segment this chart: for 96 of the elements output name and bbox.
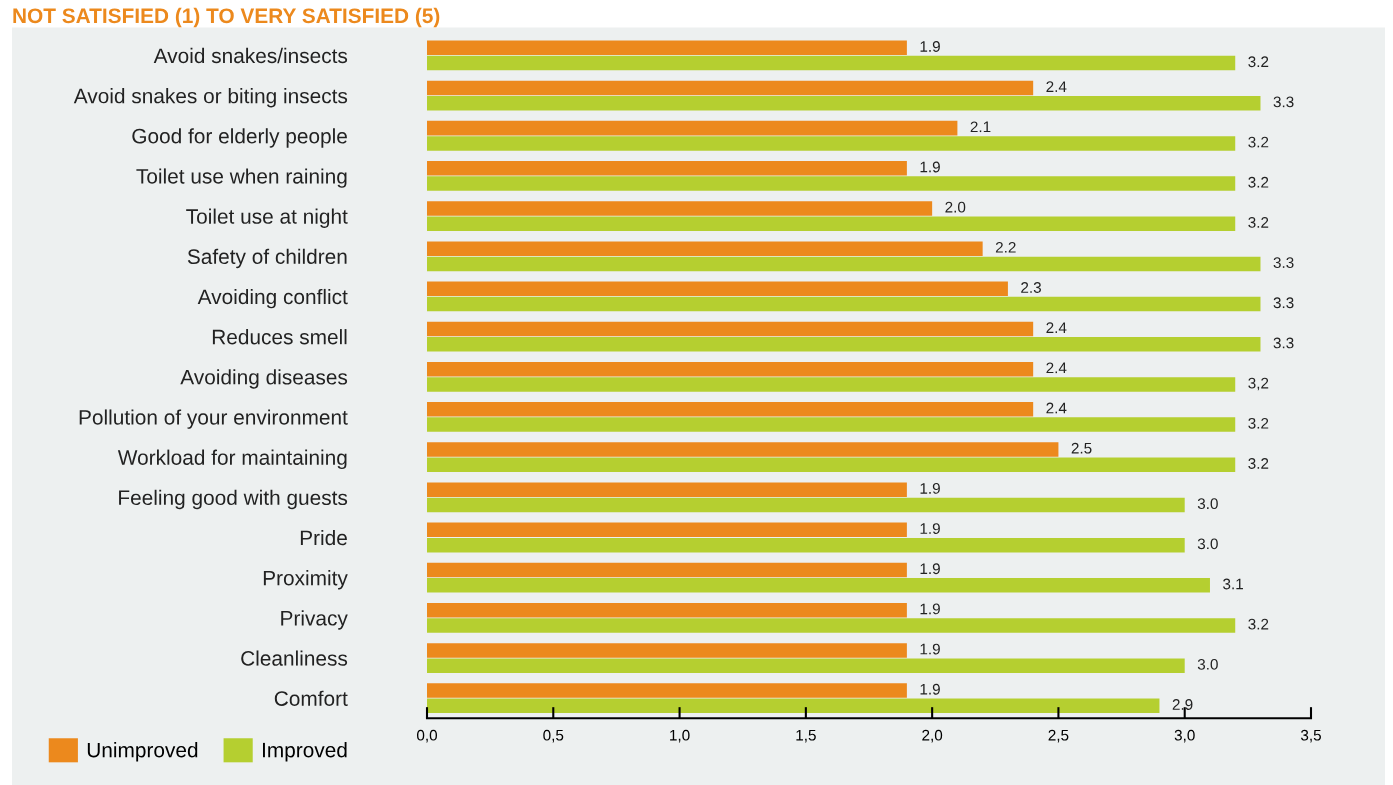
y-tick-label: Good for elderly people (132, 128, 347, 148)
bar (427, 683, 907, 698)
bar (427, 216, 1236, 231)
bar (427, 256, 1261, 272)
data-label: 3.2 (1248, 176, 1269, 188)
y-tick-label: Reduces smell (212, 329, 347, 345)
bar (427, 377, 1236, 392)
data-label: 1.9 (920, 683, 940, 695)
y-tick-label: Pride (300, 529, 347, 546)
data-label: 1.9 (920, 161, 940, 173)
data-label: 2.9 (1172, 699, 1193, 710)
bar (427, 537, 1185, 553)
bar (427, 482, 907, 497)
legend-label: Unimproved (87, 742, 198, 762)
bar (427, 402, 1034, 417)
data-label: 1.9 (920, 523, 940, 534)
bar (427, 578, 1210, 593)
data-label: 3.2 (1248, 217, 1269, 228)
legend-label: Improved (262, 742, 347, 762)
data-label: 3.2 (1248, 56, 1269, 68)
data-label: 3,2 (1248, 377, 1269, 391)
data-label: 2.4 (1046, 322, 1067, 333)
bar (427, 321, 1034, 337)
data-label: 3.0 (1197, 538, 1218, 550)
data-label: 3.2 (1248, 417, 1269, 429)
data-label: 2.4 (1046, 402, 1067, 414)
bar (427, 136, 1236, 151)
y-tick-label: Comfort (274, 690, 348, 706)
y-tick-label: Avoid snakes/insects (153, 47, 348, 64)
bar (427, 241, 983, 256)
bar (427, 161, 907, 176)
bar (427, 55, 1236, 71)
data-label: 3.3 (1273, 297, 1294, 309)
x-tick-label: 1,5 (796, 729, 816, 743)
x-tick-label: 2,5 (1048, 729, 1069, 743)
bar (427, 281, 1008, 297)
bar (427, 658, 1185, 673)
y-tick-label: Cleanliness (241, 650, 348, 666)
y-tick-label: Toilet use at night (186, 208, 348, 228)
x-tick-label: 3,5 (1300, 729, 1321, 743)
data-label: 3.1 (1223, 578, 1243, 590)
bar (427, 698, 1160, 714)
y-tick-label: Pollution of your environment (79, 409, 348, 429)
y-tick-label: Proximity (263, 570, 348, 590)
y-tick-label: Avoiding diseases (180, 369, 348, 389)
bar (427, 40, 907, 56)
bar (427, 602, 907, 618)
bar (427, 361, 1034, 377)
x-tick-label: 1,0 (670, 729, 690, 743)
data-label: 3.3 (1273, 96, 1294, 108)
x-tick-label: 2,0 (922, 729, 943, 743)
x-tick-label: 0,0 (416, 729, 438, 743)
y-tick-label: Avoiding conflict (197, 288, 348, 309)
bar (427, 296, 1261, 312)
data-label: 2.0 (945, 201, 966, 213)
data-label: 3.0 (1197, 498, 1218, 510)
bar (427, 337, 1261, 352)
y-tick-label: Safety of children (187, 248, 347, 269)
bar (427, 176, 1236, 191)
bar (427, 95, 1261, 111)
y-tick-label: Workload for maintaining (117, 449, 347, 470)
data-label: 2.3 (1021, 282, 1041, 293)
data-label: 2.1 (970, 121, 991, 133)
bar (427, 201, 933, 216)
data-label: 2.5 (1071, 442, 1092, 454)
data-label: 1.9 (920, 563, 940, 575)
data-label: 3.3 (1273, 337, 1294, 349)
y-tick-label: Feeling good with guests (119, 489, 348, 510)
data-label: 3.0 (1197, 658, 1218, 670)
bar (427, 497, 1185, 513)
bar (427, 442, 1059, 457)
bar (427, 457, 1236, 473)
data-label: 1.9 (920, 603, 940, 615)
y-tick-label: Privacy (281, 610, 348, 630)
data-label: 1.9 (920, 41, 940, 52)
data-label: 3.3 (1273, 257, 1294, 269)
data-label: 2.4 (1046, 81, 1067, 92)
data-label: 1.9 (920, 643, 940, 655)
bar (427, 618, 1236, 633)
data-label: 2.2 (995, 241, 1016, 253)
y-tick-label: Toilet use when raining (136, 168, 347, 188)
data-label: 2.4 (1046, 362, 1067, 374)
data-label: 3.2 (1248, 618, 1269, 630)
text: NOT SATISFIED (1) TO VERY SATISFIED (5) (13, 7, 440, 28)
bar (427, 80, 1034, 96)
bar (427, 643, 907, 658)
bar (427, 562, 907, 578)
bar (427, 522, 907, 538)
x-tick-label: 0,5 (543, 729, 564, 743)
data-label: 1.9 (920, 482, 940, 494)
bar (427, 120, 958, 136)
data-label: 3.2 (1248, 136, 1269, 148)
data-label: 3.2 (1248, 458, 1269, 469)
bar (427, 417, 1236, 432)
x-tick-label: 3,0 (1174, 729, 1195, 743)
y-tick-label: Avoid snakes or biting insects (73, 88, 348, 108)
